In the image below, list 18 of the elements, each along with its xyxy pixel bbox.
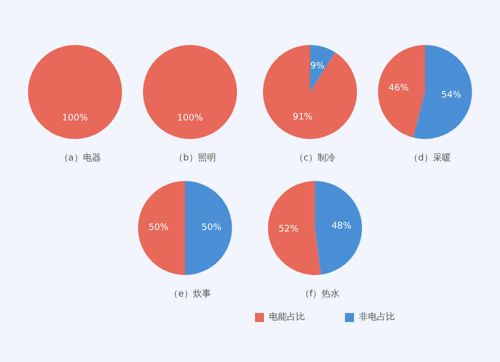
legend-label: 非电占比 xyxy=(359,312,395,322)
data-label: 100% xyxy=(177,114,204,124)
data-label: 50% xyxy=(148,223,169,233)
text: （a）电器 xyxy=(59,152,101,164)
data-label: 52% xyxy=(278,224,299,235)
data-label: 9% xyxy=(310,62,325,72)
text: （c）制冷 xyxy=(294,152,336,164)
data-label: 100% xyxy=(62,114,88,124)
text: （d）采暖 xyxy=(409,152,451,164)
data-label: 46% xyxy=(388,84,410,94)
text: （b）照明 xyxy=(174,152,216,164)
text: （f）热水 xyxy=(300,288,340,300)
legend-label: 电能占比 xyxy=(269,312,305,322)
data-label: 48% xyxy=(331,221,352,232)
data-label: 50% xyxy=(201,223,222,233)
data-label: 91% xyxy=(292,112,314,122)
text: （e）炊事 xyxy=(169,288,211,300)
data-label: 54% xyxy=(441,90,462,100)
